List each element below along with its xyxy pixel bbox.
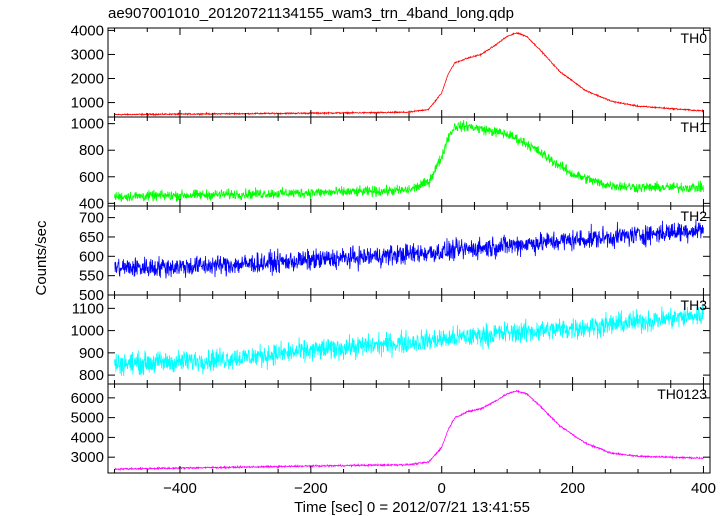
panel-frame [107, 27, 711, 118]
panel-th3: 800 900 1000 1100 TH3 [71, 294, 711, 385]
panel-th0123: 3000 4000 5000 6000 TH0123 [71, 383, 711, 474]
panel-th1: 400 600 800 1000 TH1 [71, 116, 711, 212]
y-tick-label: 550 [79, 268, 104, 285]
series-line-th3 [114, 304, 704, 376]
y-tick-label: 6000 [71, 390, 104, 407]
series-label-th3: TH3 [681, 297, 708, 313]
series-label-th2: TH2 [681, 208, 708, 224]
x-tick-label: 0 [438, 480, 446, 497]
y-tick-label: 3000 [71, 449, 104, 466]
y-tick-label: 500 [79, 287, 104, 304]
y-tick-label: 1000 [71, 95, 104, 112]
panel-th0: 1000 2000 3000 4000 TH0 [71, 22, 711, 118]
y-tick-label: 600 [79, 169, 104, 186]
y-tick-label: 800 [79, 367, 104, 384]
y-tick-label: 900 [79, 345, 104, 362]
y-tick-label: 1000 [71, 323, 104, 340]
y-tick-label: 1000 [71, 116, 104, 133]
panel-frame [107, 205, 711, 296]
y-tick-label: 4000 [71, 429, 104, 446]
y-tick-label: 2000 [71, 71, 104, 88]
y-tick-label: 5000 [71, 410, 104, 427]
y-tick-label: 800 [79, 142, 104, 159]
chart-title: ae907001010_20120721134155_wam3_trn_4ban… [108, 5, 514, 22]
y-tick-label: 3000 [71, 46, 104, 63]
series-line-th1 [114, 120, 704, 203]
y-tick-label: 700 [79, 210, 104, 227]
x-tick-label: 400 [691, 480, 716, 497]
y-tick-label: 650 [79, 229, 104, 246]
panel-frame [107, 383, 711, 474]
series-line-th0 [114, 31, 704, 117]
y-tick-label: 600 [79, 248, 104, 265]
series-label-th0123: TH0123 [657, 386, 707, 402]
y-tick-label: 400 [79, 195, 104, 212]
series-label-th0: TH0 [681, 30, 708, 46]
x-axis-label: Time [sec] 0 = 2012/07/21 13:41:55 [294, 499, 530, 516]
x-tick-label: −200 [294, 480, 328, 497]
x-tick-label: −400 [163, 480, 197, 497]
panel-th2: 500 550 600 650 700 TH2 [79, 205, 711, 304]
series-label-th1: TH1 [681, 119, 708, 135]
x-tick-label: 200 [560, 480, 585, 497]
series-line-th0123 [114, 389, 704, 472]
y-axis-label: Counts/sec [33, 220, 50, 296]
series-line-th2 [114, 219, 704, 279]
y-tick-label: 4000 [71, 22, 104, 39]
y-tick-label: 1100 [72, 300, 104, 317]
